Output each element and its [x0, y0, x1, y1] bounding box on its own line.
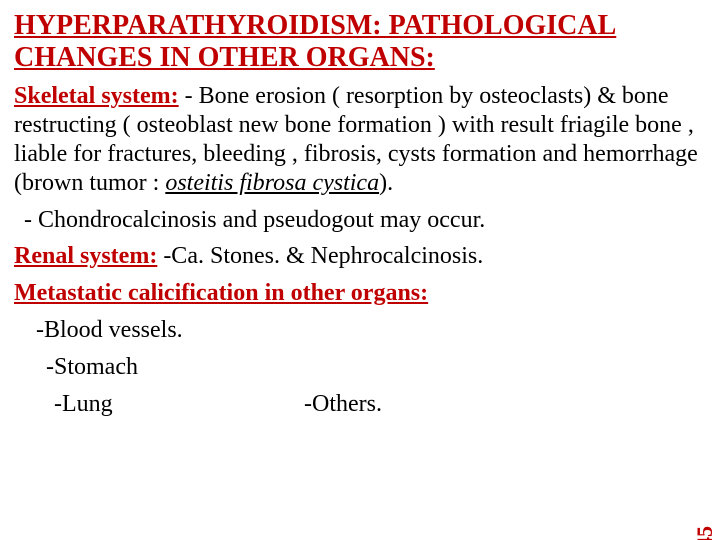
metastatic-label: Metastatic calicification in other organ… — [14, 280, 428, 306]
renal-paragraph: Renal system: -Ca. Stones. & Nephrocalci… — [14, 242, 706, 271]
slide: HYPERPARATHYROIDISM: PATHOLOGICAL CHANGE… — [0, 0, 720, 540]
item-blood: -Blood vessels. — [14, 316, 706, 345]
skeletal-label: Skeletal system: — [14, 83, 179, 109]
skeletal-body-after: ). — [379, 170, 393, 196]
item-stomach: -Stomach — [14, 353, 706, 382]
skeletal-em-wrap: osteitis fibrosa cystica — [165, 170, 379, 196]
skeletal-em: osteitis fibrosa cystica — [165, 170, 379, 196]
metastatic-paragraph: Metastatic calicification in other organ… — [14, 279, 706, 308]
slide-title: HYPERPARATHYROIDISM: PATHOLOGICAL CHANGE… — [14, 10, 706, 74]
item-others: -Others. — [304, 390, 382, 419]
renal-label: Renal system: — [14, 243, 157, 269]
page-number: 45 — [692, 526, 718, 540]
item-lung-row: -Lung -Others. — [14, 390, 706, 419]
renal-body: -Ca. Stones. & Nephrocalcinosis. — [157, 243, 483, 269]
item-lung: -Lung — [54, 390, 304, 419]
chondro-line: - Chondrocalcinosis and pseudogout may o… — [14, 206, 706, 235]
skeletal-paragraph: Skeletal system: - Bone erosion ( resorp… — [14, 82, 706, 197]
